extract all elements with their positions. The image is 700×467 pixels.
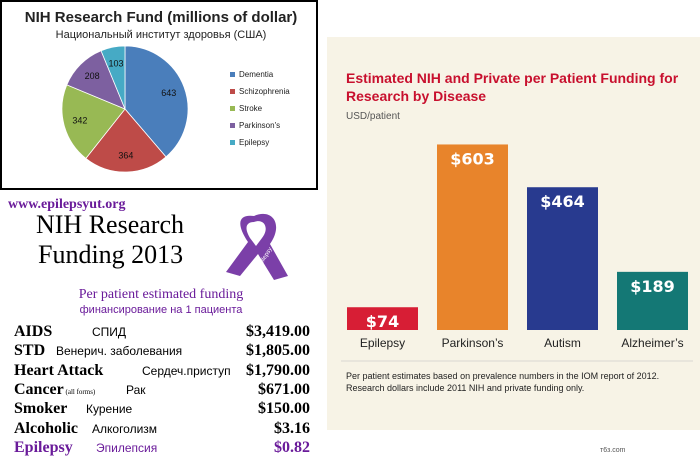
pie-legend-swatch [230, 123, 235, 128]
bar-chart-title: Estimated NIH and Private per Patient Fu… [346, 70, 679, 104]
bar-chart-unit-label: USD/patient [346, 111, 400, 122]
funding-list-panel: www.epilepsyut.org NIH Research Funding … [0, 192, 322, 467]
bar-alzheimer-s [617, 271, 688, 330]
bar-value-label: $603 [450, 149, 495, 168]
source-website-link[interactable]: www.epilepsyut.org [8, 197, 126, 212]
funding-row-name: Alcoholic [14, 419, 78, 437]
pie-slice-stroke [61, 84, 126, 159]
funding-row-name: Cancer (all forms) [14, 380, 96, 398]
funding-list-title: NIH Research Funding 2013 [36, 210, 184, 270]
awareness-ribbon-icon: Epilepsy Awareness [226, 213, 290, 280]
pie-chart-svg: 643 364 342 208 103 Dementia Schizophrenia Stro… [61, 45, 290, 173]
bar-category-label: Alzheimer’s [621, 336, 683, 350]
pie-slice-value-label: 342 [72, 116, 87, 126]
funding-row: Heart Attack Сердеч.приступ $1,790.00 [14, 362, 310, 380]
funding-row-amount: $3,419.00 [246, 323, 310, 340]
funding-row-amount: $1,805.00 [246, 342, 310, 360]
funding-row-name-ru: Алкоголизм [92, 421, 158, 436]
pie-legend-label: Epilepsy [239, 138, 269, 147]
funding-row: Cancer (all forms) Рак $671.00 [14, 381, 310, 399]
funding-row-name: Smoker [14, 400, 68, 418]
funding-row-name: Epilepsy [14, 438, 73, 456]
pie-legend-swatch [230, 89, 235, 94]
bar-chart-svg: $74 Epilepsy $603 Parkinson’s $464 Autism $189… [341, 144, 693, 362]
funding-row: Alcoholic Алкоголизм $3.16 [14, 420, 310, 438]
funding-row-name-ru: Курение [86, 402, 133, 417]
funding-row: Smoker Курение $150.00 [14, 400, 310, 418]
funding-row-name: STD [14, 342, 46, 360]
pie-slice-schizophrenia [85, 108, 167, 173]
funding-row-name-ru: Рак [126, 382, 146, 397]
funding-row-note: (all forms) [63, 387, 96, 396]
pie-slice-dementia [124, 45, 189, 158]
bar-autism [527, 187, 598, 330]
funding-row: AIDS СПИД $3,419.00 [14, 323, 310, 341]
pie-chart-panel: NIH Research Fund (millions of dollar) Н… [0, 0, 318, 190]
funding-row-amount: $671.00 [258, 380, 310, 398]
bar-category-label: Autism [544, 336, 581, 350]
bar-category-label: Epilepsy [360, 336, 405, 350]
funding-row-amount: $150.00 [258, 400, 310, 418]
pie-legend-label: Dementia [239, 70, 274, 79]
funding-row-name: AIDS [14, 323, 53, 340]
funding-row: Epilepsy Эпилепсия $0.82 [14, 439, 310, 457]
bar-chart-credit: т6з.com [600, 447, 626, 454]
funding-list-title-line1: NIH Research [36, 210, 184, 239]
funding-row: STD Венерич. заболевания $1,805.00 [14, 342, 310, 360]
pie-chart-subtitle: Национальный институт здоровья (США) [55, 29, 267, 41]
funding-row-name-ru: Эпилепсия [96, 440, 158, 455]
pie-legend-swatch [230, 140, 235, 145]
funding-row-name-ru: Сердеч.приступ [142, 363, 231, 378]
funding-list-title-line2: Funding 2013 [38, 240, 184, 269]
bar-chart-panel: Estimated NIH and Private per Patient Fu… [327, 37, 700, 454]
pie-slice-value-label: 208 [85, 71, 100, 81]
pie-legend-label: Schizophrenia [239, 87, 290, 96]
pie-legend-swatch [230, 106, 235, 111]
bar-category-label: Parkinson’s [442, 336, 504, 350]
pie-slice-value-label: 643 [161, 88, 176, 98]
bar-value-label: $189 [630, 277, 675, 296]
pie-legend-label: Parkinson's [239, 121, 280, 130]
pie-slice-value-label: 103 [108, 58, 123, 68]
funding-row-name-ru: СПИД [92, 325, 127, 339]
pie-chart-title: NIH Research Fund (millions of dollar) [24, 9, 298, 26]
per-patient-subtitle: Per patient estimated funding [78, 287, 244, 302]
bar-value-label: $464 [540, 192, 585, 211]
pie-slice-epilepsy [100, 45, 126, 110]
funding-row-amount: $1,790.00 [246, 361, 310, 379]
per-patient-subtitle-ru: финансирование на 1 пациента [79, 304, 243, 316]
funding-row-amount: $3.16 [274, 419, 310, 437]
funding-row-amount: $0.82 [274, 438, 310, 456]
funding-row-name: Heart Attack [14, 361, 104, 379]
bar-parkinson-s [437, 144, 508, 330]
pie-legend-swatch [230, 72, 235, 77]
bar-value-label: $74 [366, 312, 399, 331]
pie-slice-value-label: 364 [118, 151, 133, 161]
funding-row-name-ru: Венерич. заболевания [56, 344, 183, 359]
bar-chart-footnote: Per patient estimates based on prevalenc… [346, 371, 660, 393]
bar-epilepsy [347, 307, 418, 330]
pie-legend-label: Stroke [239, 104, 263, 113]
